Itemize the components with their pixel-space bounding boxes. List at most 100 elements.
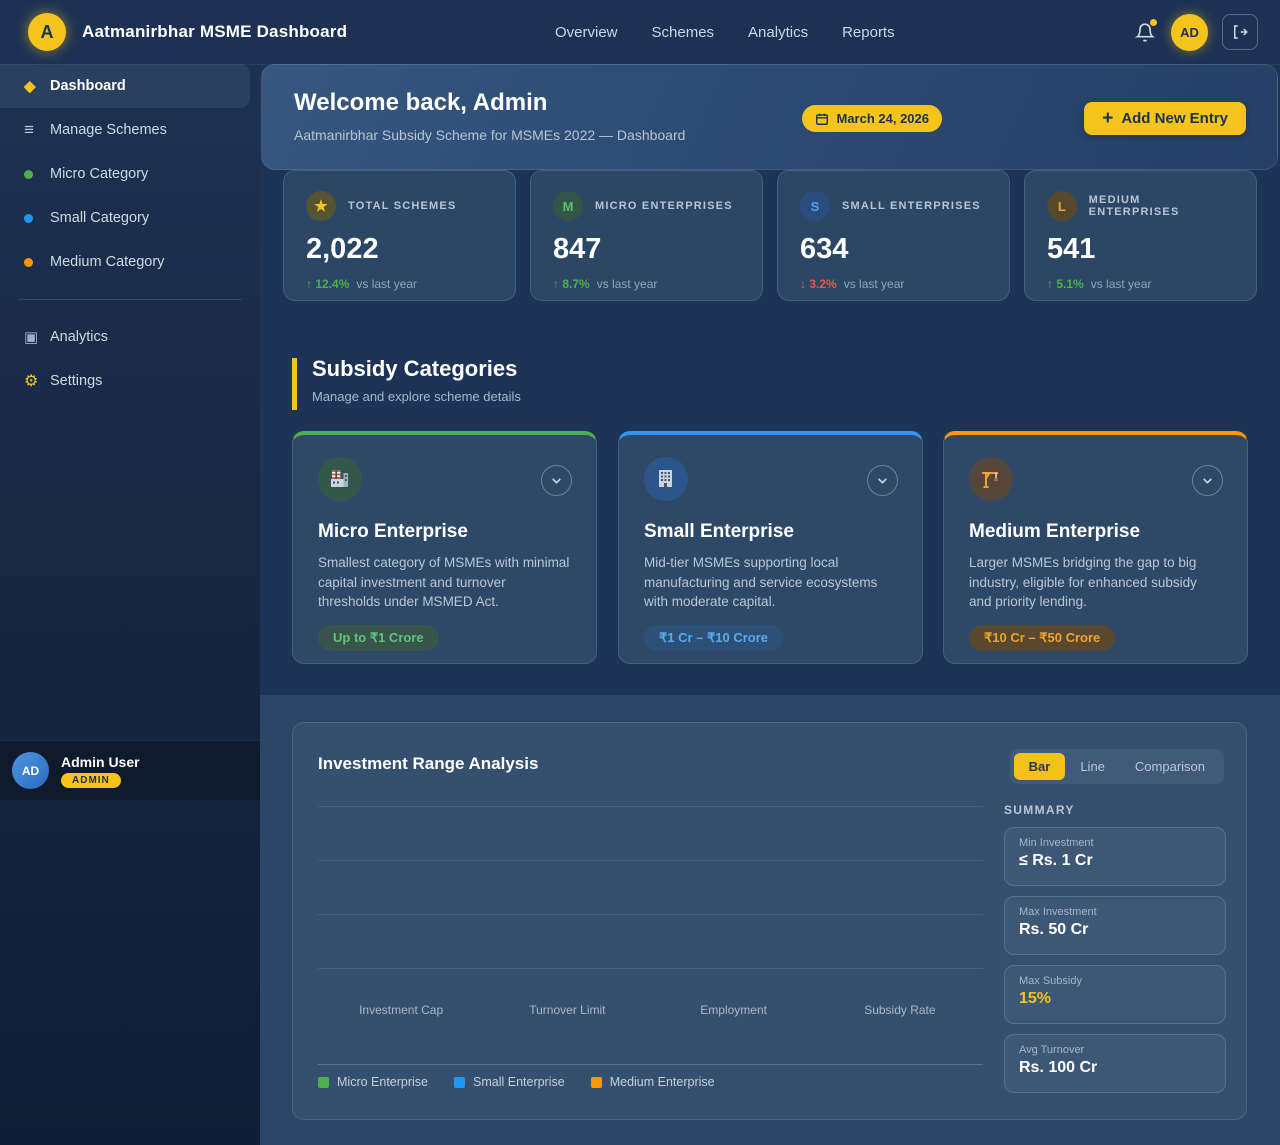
letter-s-icon: S <box>800 191 830 221</box>
nav-link-analytics[interactable]: Analytics <box>748 23 809 41</box>
section-accent-bar <box>292 358 297 410</box>
expand-card-button[interactable] <box>1192 465 1223 496</box>
summary-max-subsidy: Max Subsidy 15% <box>1004 965 1226 1024</box>
sidebar-item-label: Manage Schemes <box>50 122 167 138</box>
green-dot-icon <box>24 169 50 179</box>
chart-panel-background: Investment Range Analysis Bar Line Compa… <box>260 695 1280 1145</box>
stat-card-total-schemes: ★ TOTAL SCHEMES 2,022 ↑ 12.4% vs last yea… <box>283 170 516 301</box>
legend-item-micro: Micro Enterprise <box>318 1075 428 1089</box>
chart-axis-separator <box>318 1064 983 1065</box>
stat-label: MEDIUM ENTERPRISES <box>1088 194 1180 218</box>
stat-note: vs last year <box>1090 277 1152 291</box>
stat-label: TOTAL SCHEMES <box>348 200 457 212</box>
category-card-medium[interactable]: Medium Enterprise Larger MSMEs bridging … <box>943 431 1248 664</box>
plus-icon: + <box>1102 108 1114 129</box>
category-title: Micro Enterprise <box>318 521 468 542</box>
category-card-small[interactable]: Small Enterprise Mid-tier MSMEs supporti… <box>618 431 923 664</box>
nav-link-schemes[interactable]: Schemes <box>651 23 715 41</box>
nav-link-overview[interactable]: Overview <box>555 23 618 41</box>
chart-legend: Micro Enterprise Small Enterprise Medium… <box>318 1075 715 1089</box>
bar-chart-plot-area <box>318 806 983 969</box>
orange-dot-icon <box>24 257 50 267</box>
sidebar-item-analytics[interactable]: ▣ Analytics <box>0 315 260 359</box>
stat-delta: ↓ 3.2% <box>800 277 837 291</box>
legend-item-small: Small Enterprise <box>454 1075 565 1089</box>
category-card-micro[interactable]: Micro Enterprise Smallest category of MS… <box>292 431 597 664</box>
sidebar-item-medium-category[interactable]: Medium Category <box>0 240 260 284</box>
gridline <box>318 968 983 969</box>
category-description: Smallest category of MSMEs with minimal … <box>318 555 570 609</box>
top-nav-links: Overview Schemes Analytics Reports <box>555 24 895 41</box>
stat-value: 2,022 <box>306 233 379 265</box>
summary-value: Rs. 100 Cr <box>1019 1059 1098 1076</box>
chevron-down-icon <box>1203 478 1212 484</box>
stat-label: SMALL ENTERPRISES <box>842 200 981 212</box>
sidebar-item-settings[interactable]: ⚙ Settings <box>0 359 260 403</box>
x-axis-label: Turnover Limit <box>529 1003 606 1017</box>
summary-heading: SUMMARY <box>1004 803 1075 817</box>
diamond-icon: ◆ <box>24 78 36 95</box>
notification-dot <box>1150 19 1157 26</box>
sidebar-item-label: Dashboard <box>50 78 126 94</box>
tab-comparison[interactable]: Comparison <box>1134 759 1205 774</box>
stat-value: 541 <box>1047 233 1096 265</box>
chart-view-tabs: Bar Line Comparison <box>1009 749 1224 784</box>
sidebar-item-small-category[interactable]: Small Category <box>0 196 260 240</box>
category-description: Mid-tier MSMEs supporting local manufact… <box>644 555 878 609</box>
stat-card-medium-enterprises: L MEDIUM ENTERPRISES 541 ↑ 5.1% vs last y… <box>1024 170 1257 301</box>
summary-value: ≤ Rs. 1 Cr <box>1019 852 1093 869</box>
sidebar-item-micro-category[interactable]: Micro Category <box>0 152 260 196</box>
x-axis-label: Employment <box>700 1003 767 1017</box>
legend-label: Micro Enterprise <box>337 1075 428 1089</box>
tab-bar[interactable]: Bar <box>1013 753 1066 780</box>
summary-label: Max Subsidy <box>1019 975 1082 987</box>
chart-summary-panel: SUMMARY Min Investment ≤ Rs. 1 Cr Max In… <box>1004 803 1228 1093</box>
avatar-initials: AD <box>1180 24 1199 40</box>
summary-value: Rs. 50 Cr <box>1019 921 1089 938</box>
analytics-icon: ▣ <box>24 329 39 346</box>
stat-label: MICRO ENTERPRISES <box>595 200 733 212</box>
logout-icon <box>1234 25 1248 39</box>
nav-link-reports[interactable]: Reports <box>842 23 895 41</box>
navbar-actions: AD <box>1133 13 1258 51</box>
legend-swatch-blue <box>454 1076 465 1088</box>
category-title: Small Enterprise <box>644 521 794 542</box>
legend-swatch-green <box>318 1076 329 1088</box>
add-new-entry-button[interactable]: + Add New Entry <box>1084 102 1246 135</box>
date-chip[interactable]: March 24, 2026 <box>802 105 942 132</box>
section-subtitle: Manage and explore scheme details <box>312 389 521 404</box>
legend-label: Medium Enterprise <box>609 1075 715 1089</box>
date-text: March 24, 2026 <box>836 111 929 126</box>
sidebar-item-dashboard[interactable]: ◆ Dashboard <box>0 64 250 108</box>
admin-role-badge: ADMIN <box>61 772 121 788</box>
tab-line[interactable]: Line <box>1080 759 1105 774</box>
stat-note: vs last year <box>843 277 905 291</box>
summary-avg-turnover: Avg Turnover Rs. 100 Cr <box>1004 1034 1226 1093</box>
summary-value: 15% <box>1019 990 1052 1007</box>
blue-dot-icon <box>24 213 50 223</box>
bell-icon <box>1135 22 1155 42</box>
welcome-title: Welcome back, Admin <box>294 89 548 116</box>
legend-label: Small Enterprise <box>473 1075 565 1089</box>
crane-icon <box>969 457 1013 501</box>
x-axis-label: Investment Cap <box>359 1003 444 1017</box>
summary-min-investment: Min Investment ≤ Rs. 1 Cr <box>1004 827 1226 886</box>
sidebar-user-avatar[interactable]: AD <box>12 752 49 789</box>
expand-card-button[interactable] <box>541 465 572 496</box>
summary-label: Max Investment <box>1019 906 1097 918</box>
letter-m-icon: M <box>553 191 583 221</box>
main-content: Welcome back, Admin Aatmanirbhar Subsidy… <box>260 64 1280 1145</box>
factory-icon <box>318 457 362 501</box>
gear-icon: ⚙ <box>24 373 39 390</box>
sidebar-item-manage-schemes[interactable]: ≡ Manage Schemes <box>0 108 260 152</box>
user-avatar-button[interactable]: AD <box>1171 13 1208 51</box>
expand-card-button[interactable] <box>867 465 898 496</box>
stat-note: vs last year <box>356 277 418 291</box>
sidebar: ◆ Dashboard ≡ Manage Schemes Micro Categ… <box>0 64 260 1145</box>
app-title: Aatmanirbhar MSME Dashboard <box>82 22 348 41</box>
notifications-button[interactable] <box>1133 19 1157 44</box>
stat-card-micro-enterprises: M MICRO ENTERPRISES 847 ↑ 8.7% vs last ye… <box>530 170 763 301</box>
logout-button[interactable] <box>1222 14 1258 50</box>
chevron-down-icon <box>878 478 887 484</box>
calendar-icon <box>816 113 829 125</box>
